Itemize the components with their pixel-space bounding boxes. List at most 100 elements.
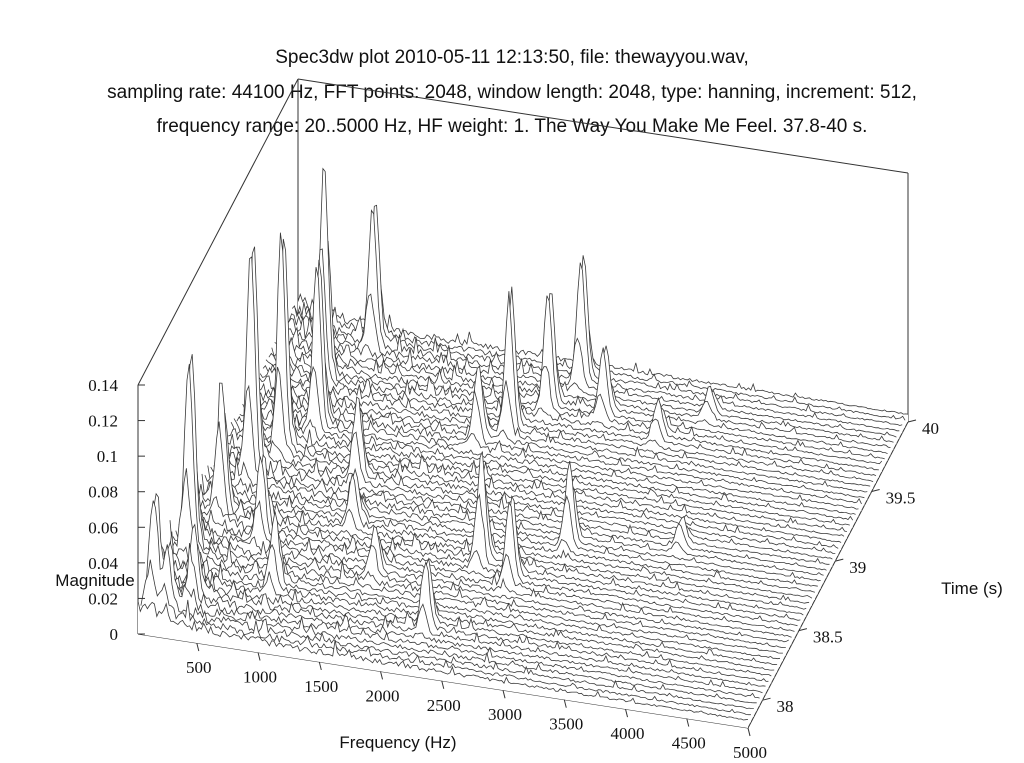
frequency-tick-label: 5000 xyxy=(733,743,767,762)
frequency-tick-mark xyxy=(380,671,384,680)
surface-slice-line xyxy=(224,396,836,554)
surface-slice-fill xyxy=(274,295,885,467)
chart-title: Spec3dw plot 2010-05-11 12:13:50, file: … xyxy=(107,47,917,137)
surface-slice-line xyxy=(277,293,888,455)
magnitude-tick-label: 0.08 xyxy=(88,483,118,502)
surface-slice-fill xyxy=(283,328,894,450)
surface-slice-fill xyxy=(216,256,827,578)
magnitude-tick-label: 0.02 xyxy=(88,589,118,608)
surface-slice-fill xyxy=(172,364,783,662)
frequency-tick-label: 3000 xyxy=(488,705,522,724)
surface-slice-line xyxy=(288,209,900,432)
frequency-tick-mark xyxy=(747,727,751,737)
surface-slice-fill xyxy=(254,366,865,506)
surface-slice-line xyxy=(291,204,903,426)
frequency-tick-label: 4500 xyxy=(672,734,706,753)
magnitude-tick-label: 0 xyxy=(110,625,119,644)
surface-slice-fill xyxy=(149,543,760,706)
surface-slice-fill xyxy=(298,294,908,422)
surface-slice-line xyxy=(146,492,757,704)
frame-top-back xyxy=(297,78,909,174)
surface-lines xyxy=(137,167,909,728)
surface-slice-line xyxy=(248,259,859,510)
surface-slice-line xyxy=(262,286,874,482)
surface-slice-line xyxy=(143,500,754,709)
frequency-tick-mark xyxy=(502,690,506,699)
surface-slice-line xyxy=(181,517,792,638)
surface-slice-fill xyxy=(286,294,897,445)
title-line-2: sampling rate: 44100 Hz, FFT points: 204… xyxy=(107,82,917,103)
time-tick-label: 39 xyxy=(849,558,866,577)
surface-slice-line xyxy=(140,559,751,716)
surface-slice-line xyxy=(228,366,839,549)
frequency-tick-mark xyxy=(563,699,567,708)
title-line-1: Spec3dw plot 2010-05-11 12:13:50, file: … xyxy=(275,47,749,68)
surface-slice-fill xyxy=(184,501,795,639)
surface-slice-fill xyxy=(280,327,891,456)
frequency-tick-mark xyxy=(196,642,200,652)
surface-slice-line xyxy=(239,414,850,526)
surface-slice-fill xyxy=(219,246,830,573)
magnitude-ticks: 0 0.02 0.04 0.06 0.08 0.1 0.12 0.14 xyxy=(88,376,145,644)
time-tick-mark xyxy=(762,697,771,701)
surface-slice-line xyxy=(152,523,763,694)
frequency-tick-mark xyxy=(257,652,261,661)
surface-slice-fill xyxy=(239,414,850,534)
surface-slice-line xyxy=(149,543,760,699)
surface-slice-line xyxy=(230,232,842,543)
surface-slice-line xyxy=(286,293,897,438)
surface-slice-line xyxy=(271,239,883,465)
frequency-tick-mark xyxy=(318,661,322,671)
surface-slice-line xyxy=(158,552,769,682)
surface-slice-fill xyxy=(155,544,766,695)
surface-slice-fill xyxy=(257,374,868,500)
frame-bottom-right xyxy=(747,421,909,729)
frequency-tick-mark xyxy=(441,680,445,689)
frequency-tick-label: 500 xyxy=(186,658,212,677)
surface-slice-line xyxy=(283,328,894,443)
magnitude-tick-label: 0.14 xyxy=(88,376,118,395)
frequency-ticks: 500 1000 1500 2000 2500 3000 3500 4000 4500 5000 xyxy=(186,642,767,762)
frequency-tick-label: 2000 xyxy=(366,686,400,705)
surface-slice-line xyxy=(265,248,877,477)
frequency-tick-label: 4000 xyxy=(611,724,645,743)
frame-top-left xyxy=(137,78,299,386)
surface-slice-fill xyxy=(202,460,812,606)
frequency-tick-label: 1000 xyxy=(243,667,277,686)
surface-slice-fill xyxy=(181,518,792,645)
surface-slice-line xyxy=(163,543,775,671)
surface-slice-fill xyxy=(152,524,763,701)
magnitude-tick-label: 0.12 xyxy=(88,412,118,431)
time-tick-label: 39.5 xyxy=(886,489,916,508)
x-axis-label: Frequency (Hz) xyxy=(339,733,456,752)
time-tick-mark xyxy=(835,558,844,562)
z-axis-label: Magnitude xyxy=(55,571,134,590)
time-tick-mark xyxy=(871,489,880,493)
title-line-3: frequency range: 20..5000 Hz, HF weight:… xyxy=(157,116,868,137)
surface-slice-fill xyxy=(231,232,842,550)
surface-slice-line xyxy=(251,352,862,505)
surface-slice-line xyxy=(155,543,766,687)
surface-slice-line xyxy=(213,384,824,576)
magnitude-tick-label: 0.06 xyxy=(88,518,118,537)
surface-slice-fill xyxy=(164,544,775,678)
surface-slice-line xyxy=(184,499,795,632)
magnitude-tick-label: 0.04 xyxy=(88,554,118,573)
time-ticks: 38 38.5 39 39.5 40 xyxy=(762,419,939,716)
time-tick-mark xyxy=(798,628,808,632)
magnitude-tick-label: 0.1 xyxy=(97,447,118,466)
surface-slice-line xyxy=(233,238,845,537)
surface-slice-line xyxy=(192,421,804,616)
frequency-tick-label: 1500 xyxy=(304,677,338,696)
frequency-tick-mark xyxy=(625,709,628,718)
surface-slice-line xyxy=(216,256,827,571)
surface-slice-line xyxy=(222,370,833,560)
surface-slice-fill xyxy=(210,457,821,589)
time-tick-label: 38 xyxy=(777,697,794,716)
surface-slice-line xyxy=(242,365,854,521)
time-tick-label: 40 xyxy=(922,419,939,438)
frequency-tick-mark xyxy=(686,718,690,727)
frequency-tick-label: 3500 xyxy=(549,715,583,734)
frequency-tick-label: 2500 xyxy=(427,696,461,715)
